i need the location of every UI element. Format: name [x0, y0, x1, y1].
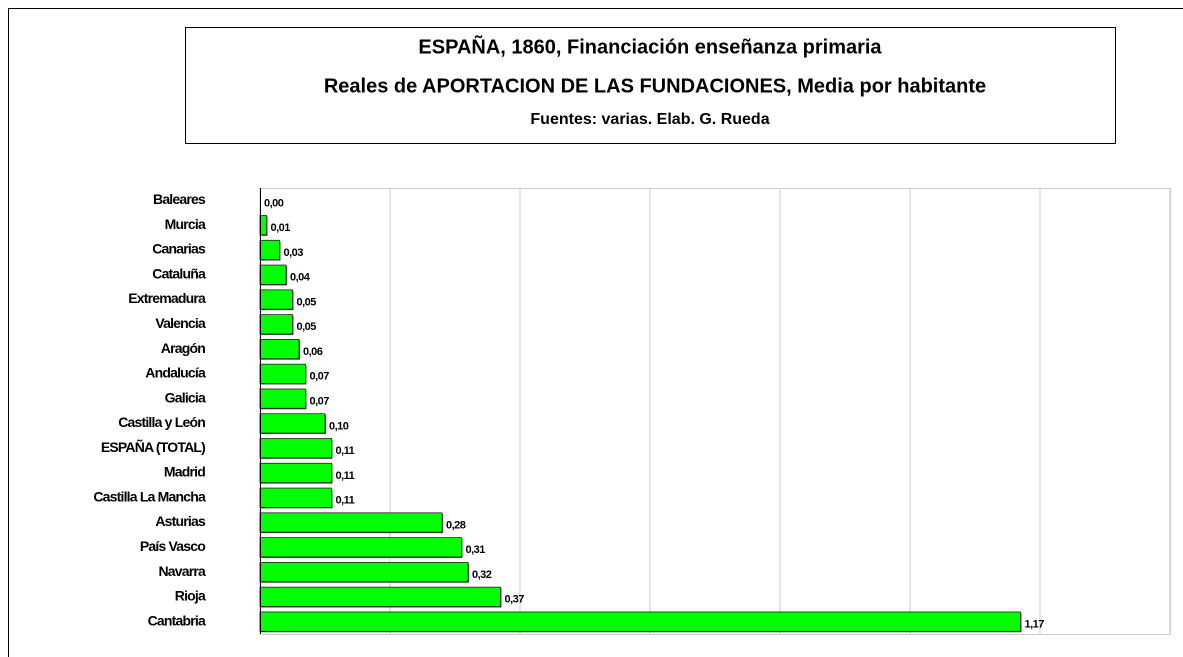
value-label: 1,17: [1025, 619, 1045, 631]
value-label: 0,32: [472, 569, 492, 581]
y-tick-label: Cantabria: [148, 612, 206, 628]
bar: [259, 239, 280, 261]
value-label: 0,37: [505, 594, 525, 606]
bar: [259, 561, 469, 583]
value-label: 0,05: [297, 321, 317, 333]
y-tick-label: ESPAÑA (TOTAL): [101, 438, 205, 455]
value-label: 0,03: [284, 247, 304, 259]
chart-subtitle: Reales de APORTACION DE LAS FUNDACIONES,…: [324, 75, 986, 97]
value-label: 0,10: [329, 420, 349, 432]
y-tick-label: Aragón: [161, 340, 205, 356]
bar: [259, 512, 443, 533]
y-tick-label: Navarra: [158, 563, 206, 579]
value-label: 0,01: [271, 222, 291, 234]
value-label: 0,04: [290, 272, 311, 284]
value-label: 0,11: [336, 495, 355, 507]
bar: [259, 363, 306, 384]
bar: [259, 462, 332, 484]
value-label: 0,07: [310, 371, 330, 383]
y-tick-label: Castilla La Mancha: [93, 488, 206, 504]
bar: [259, 289, 293, 310]
y-tick-label: Valencia: [155, 315, 206, 331]
title-box: [185, 27, 1116, 144]
chart-title: ESPAÑA, 1860, Financiación enseñanza pri…: [418, 35, 882, 58]
value-label: 0,07: [310, 396, 330, 408]
plot-area: [260, 188, 1171, 635]
value-label: 0,05: [297, 296, 317, 308]
value-label: 0,11: [336, 445, 355, 457]
y-tick-label: Castilla y León: [118, 414, 205, 430]
bar: [259, 611, 1021, 632]
y-tick-label: Baleares: [153, 191, 206, 207]
bar: [259, 338, 300, 360]
value-label: 0,31: [466, 544, 486, 556]
value-label: 0,00: [264, 197, 284, 209]
bar: [259, 586, 501, 607]
y-tick-label: Murcia: [165, 216, 206, 232]
y-tick-label: Galicia: [165, 389, 206, 405]
bar: [259, 537, 462, 558]
y-tick-label: Extremadura: [128, 290, 206, 306]
value-label: 0,28: [446, 519, 466, 531]
bar: [259, 413, 326, 434]
bar: [259, 314, 293, 335]
y-tick-label: Andalucía: [145, 365, 206, 381]
y-tick-label: País Vasco: [140, 538, 205, 554]
y-tick-label: Canarias: [152, 241, 206, 257]
y-tick-label: Cataluña: [152, 265, 206, 281]
y-tick-label: Madrid: [164, 464, 205, 480]
bar: [259, 388, 306, 409]
bar: [259, 487, 332, 508]
value-label: 0,06: [303, 346, 323, 358]
bar: [259, 438, 332, 459]
y-tick-label: Asturias: [155, 513, 206, 529]
y-tick-label: Rioja: [175, 588, 206, 604]
value-label: 0,11: [336, 470, 355, 482]
chart-source: Fuentes: varias. Elab. G. Rueda: [530, 111, 769, 128]
bar: [259, 264, 287, 285]
outer-frame: [8, 8, 1183, 657]
